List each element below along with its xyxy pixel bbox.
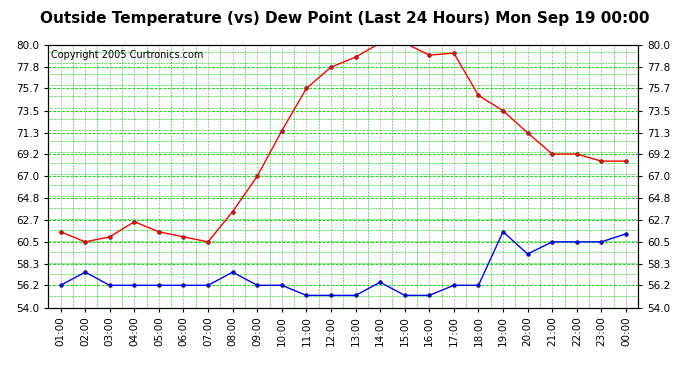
Text: Copyright 2005 Curtronics.com: Copyright 2005 Curtronics.com <box>51 50 204 60</box>
Text: Outside Temperature (vs) Dew Point (Last 24 Hours) Mon Sep 19 00:00: Outside Temperature (vs) Dew Point (Last… <box>40 11 650 26</box>
